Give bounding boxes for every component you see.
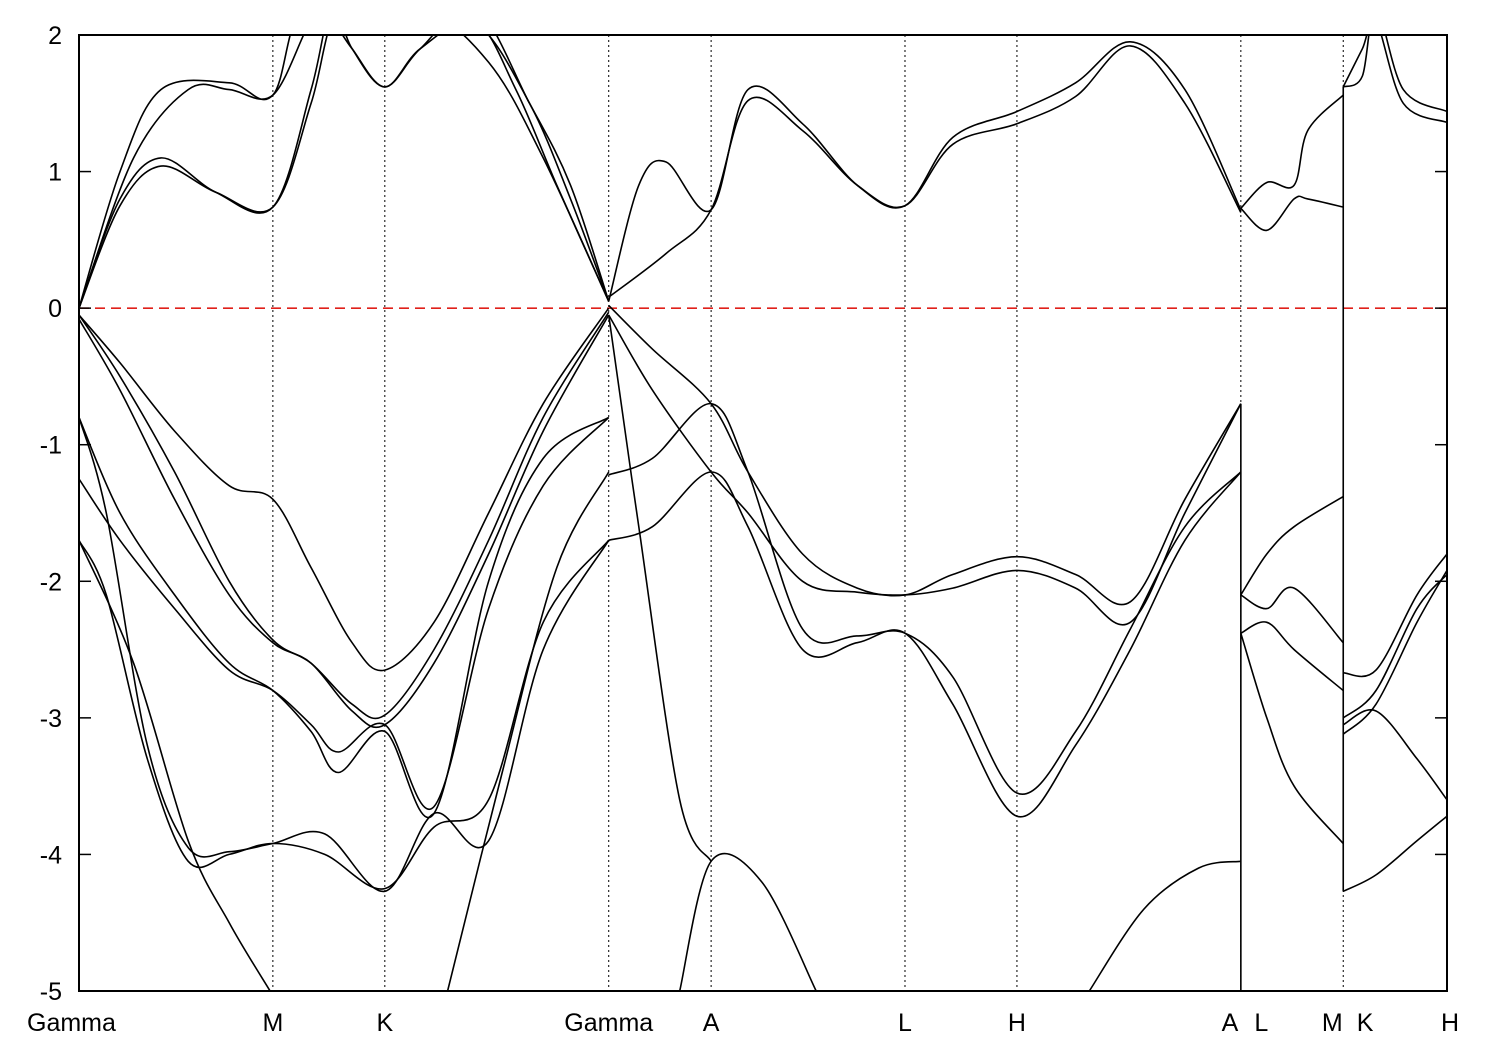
band-line-22 [608,471,1242,818]
band-line-14 [79,416,610,811]
band-line-21 [608,402,1242,796]
kpoint-label-5: L [898,1009,912,1037]
kpoint-label-3: Gamma [564,1009,653,1037]
plot-frame [78,34,1448,992]
band-line-23 [607,314,712,862]
kpoint-label-4: A [703,1009,720,1037]
kpoint-label-11: H [1441,1009,1459,1037]
band-line-3 [79,35,610,309]
y-tick-label-4: -2 [40,568,62,596]
kpoint-label-6: H [1008,1009,1026,1037]
y-tick-label-7: -5 [40,978,62,1006]
band-line-13 [79,416,610,818]
kpoint-label-7: A [1222,1009,1239,1037]
band-line-16 [79,539,610,890]
band-line-7 [1240,195,1344,232]
y-tick-label-0: 2 [48,22,62,50]
y-tick-label-3: -1 [40,432,62,460]
band-line-34 [1342,815,1447,893]
band-line-28 [1240,621,1344,692]
y-tick-label-5: -3 [40,705,62,733]
band-line-12 [79,314,610,729]
kpoint-gridlines [272,35,1344,991]
band-line-20 [608,314,1242,626]
kpoint-label-9: M [1322,1009,1343,1037]
band-line-33 [1342,569,1447,735]
band-line-27 [1240,586,1344,644]
band-line-9 [1342,35,1447,124]
band-line-17 [79,539,271,991]
kpoint-label-0: Gamma [27,1009,116,1037]
band-line-5 [608,45,1242,298]
band-line-24 [678,852,817,991]
y-tick-label-2: 0 [48,295,62,323]
kpoint-label-8: L [1254,1009,1268,1037]
kpoint-labels: Gamma M K Gamma A L H A L M K H [27,1009,1459,1037]
band-line-26 [1240,495,1344,596]
kpoint-label-1: M [262,1009,283,1037]
y-tick-label-1: 1 [48,159,62,187]
band-line-25 [1088,860,1241,991]
band-line-31 [1342,573,1447,719]
y-tick-label-6: -4 [40,841,62,869]
band-line-4 [607,40,1242,302]
band-line-10 [79,307,610,672]
band-line-11 [79,311,610,720]
band-line-15 [79,417,610,893]
band-line-19 [608,304,1242,606]
band-lines [79,35,1447,991]
band-line-8 [1342,35,1447,113]
band-line-1 [79,35,610,309]
band-line-18 [446,471,610,991]
band-line-30 [1343,553,1447,678]
kpoint-label-10: K [1357,1009,1374,1037]
y-tick-labels: 2 1 0 -1 -2 -3 -4 -5 [40,22,62,1006]
y-axis-ticks [79,34,1447,992]
band-line-29 [1240,632,1344,845]
band-line-2 [79,35,610,309]
band-line-0 [79,35,610,309]
band-line-6 [1240,94,1344,209]
band-line-32 [1342,709,1447,801]
kpoint-label-2: K [376,1009,393,1037]
